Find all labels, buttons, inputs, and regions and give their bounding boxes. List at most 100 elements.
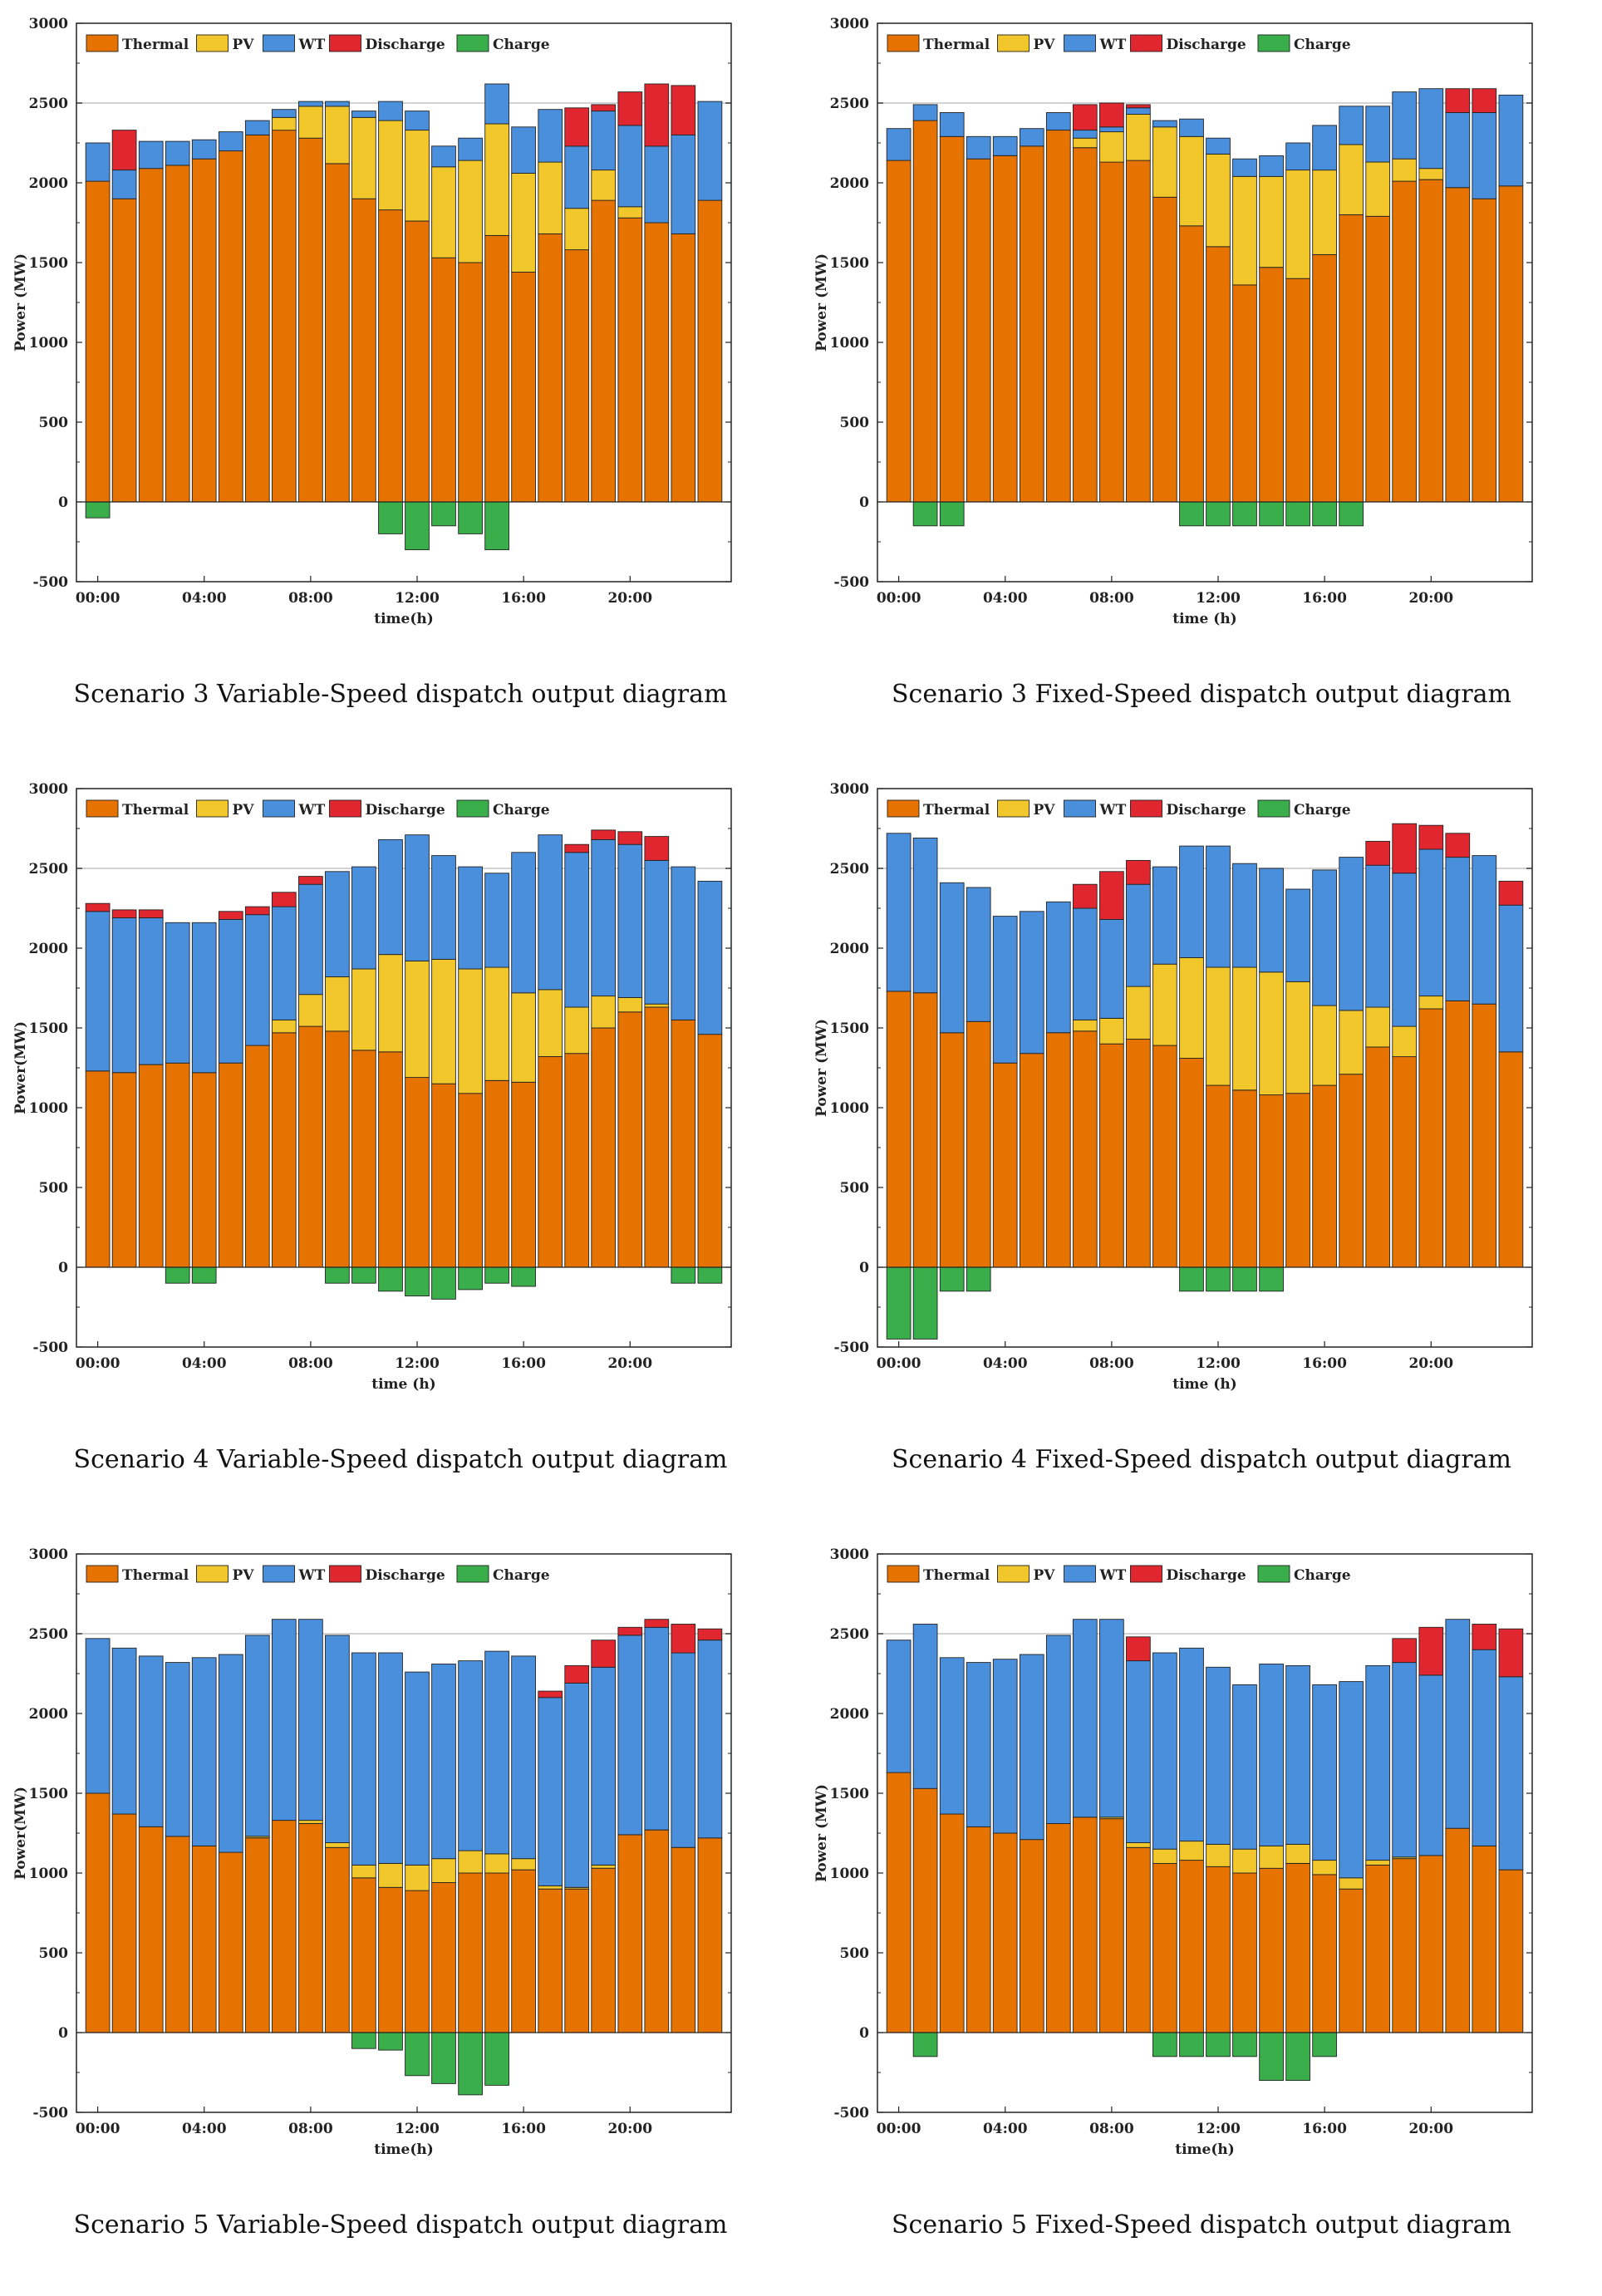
legend-swatch-pv <box>196 799 229 818</box>
bar-thermal <box>591 199 617 503</box>
y-tick-label: 500 <box>840 415 870 431</box>
bar-discharge <box>1099 871 1124 920</box>
bar-thermal <box>617 1834 643 2033</box>
bar-thermal <box>191 1845 217 2033</box>
bar-pv <box>298 994 323 1027</box>
bar-wt <box>1285 1664 1310 1845</box>
bar-pv <box>351 968 376 1051</box>
bar-wt <box>484 873 509 968</box>
x-tick-label: 04:00 <box>182 2121 227 2137</box>
bar-thermal <box>538 1888 563 2033</box>
bar-charge <box>1179 2032 1204 2058</box>
bar-wt <box>351 866 376 970</box>
bar-wt <box>912 104 938 121</box>
bar-wt <box>325 1635 350 1843</box>
bar-wt <box>244 914 270 1046</box>
bar-thermal <box>1045 1032 1071 1268</box>
y-tick-label: 1500 <box>29 1020 68 1037</box>
bar-wt <box>992 1659 1018 1834</box>
y-tick-label: -500 <box>32 1340 68 1356</box>
bar-thermal <box>1045 130 1071 503</box>
bar-wt <box>218 1654 243 1853</box>
x-axis-title: time(h) <box>1175 2141 1235 2158</box>
bar-thermal <box>191 158 217 503</box>
bar-wt <box>1285 142 1310 171</box>
bar-charge <box>351 1266 376 1284</box>
bar-wt <box>1206 1666 1231 1845</box>
bar-wt <box>1498 94 1524 187</box>
x-tick-label: 12:00 <box>395 590 440 607</box>
bar-pv <box>351 1864 376 1879</box>
bar-wt <box>1472 1649 1497 1846</box>
bar-discharge <box>138 909 164 918</box>
bar-wt <box>1392 873 1418 1027</box>
y-tick-label: 2500 <box>29 96 68 112</box>
bar-thermal <box>1285 1093 1310 1268</box>
bar-wt <box>1392 1662 1418 1858</box>
legend-label-discharge: Discharge <box>366 1567 445 1584</box>
bar-pv <box>298 106 323 139</box>
bar-wt <box>458 1660 483 1851</box>
legend-label-pv: PV <box>1034 1567 1056 1584</box>
bar-thermal <box>298 137 323 503</box>
bar-thermal <box>271 130 297 503</box>
y-tick-label: 1000 <box>830 335 869 352</box>
bar-thermal <box>1498 185 1524 503</box>
legend-label-pv: PV <box>1034 802 1056 819</box>
bar-thermal <box>1179 225 1204 503</box>
bar-thermal <box>1365 1046 1391 1268</box>
bar-wt <box>138 1655 164 1827</box>
bar-thermal <box>351 1877 376 2033</box>
bar-wt <box>1285 888 1310 982</box>
y-tick-label: 0 <box>58 2025 68 2042</box>
y-tick-label: -500 <box>833 2105 869 2121</box>
bar-wt <box>1072 1619 1098 1818</box>
bar-wt <box>1418 88 1444 170</box>
bar-wt <box>1418 1674 1444 1856</box>
bar-thermal <box>538 233 563 503</box>
y-tick-label: 0 <box>58 1260 68 1276</box>
bar-thermal <box>1312 253 1337 503</box>
bar-wt <box>85 911 111 1072</box>
bar-wt <box>1072 907 1098 1020</box>
bar-thermal <box>912 120 938 503</box>
bar-wt <box>1179 1647 1204 1842</box>
bar-wt <box>1152 120 1177 128</box>
bar-discharge <box>1445 88 1471 113</box>
bar-thermal <box>165 165 190 503</box>
legend-swatch-thermal <box>86 799 119 818</box>
bar-wt <box>939 882 965 1034</box>
bar-thermal <box>1099 1043 1124 1268</box>
bar-pv <box>1418 168 1444 180</box>
bar-thermal <box>1392 180 1418 503</box>
x-tick-label: 16:00 <box>501 2121 546 2137</box>
bar-charge <box>484 1266 509 1284</box>
bar-thermal <box>325 1846 350 2033</box>
bar-charge <box>431 2032 456 2084</box>
y-tick-label: 2000 <box>29 175 68 192</box>
bar-wt <box>966 887 991 1022</box>
bar-discharge <box>85 902 111 912</box>
bar-pv <box>1232 175 1257 286</box>
bar-thermal <box>564 1053 590 1268</box>
bar-wt <box>111 917 137 1074</box>
legend-label-discharge: Discharge <box>1167 37 1246 53</box>
y-tick-label: 500 <box>39 415 69 431</box>
bar-charge <box>1285 2032 1310 2082</box>
y-tick-label: 500 <box>840 1945 870 1962</box>
bar-discharge <box>1072 104 1098 131</box>
bar-pv <box>431 1858 456 1883</box>
bar-wt <box>564 145 590 209</box>
bar-charge <box>165 1266 190 1284</box>
y-tick-label: 1000 <box>29 1866 68 1882</box>
bar-thermal <box>1312 1874 1337 2033</box>
bar-discharge <box>1126 104 1151 109</box>
bar-wt <box>591 1666 617 1866</box>
x-tick-label: 20:00 <box>1408 590 1453 607</box>
bar-thermal <box>298 1823 323 2033</box>
y-tick-label: -500 <box>833 574 869 591</box>
bar-pv <box>1206 1843 1231 1867</box>
y-tick-label: 3000 <box>830 1546 869 1563</box>
bar-thermal <box>1285 278 1310 503</box>
bar-charge <box>1206 1266 1231 1292</box>
